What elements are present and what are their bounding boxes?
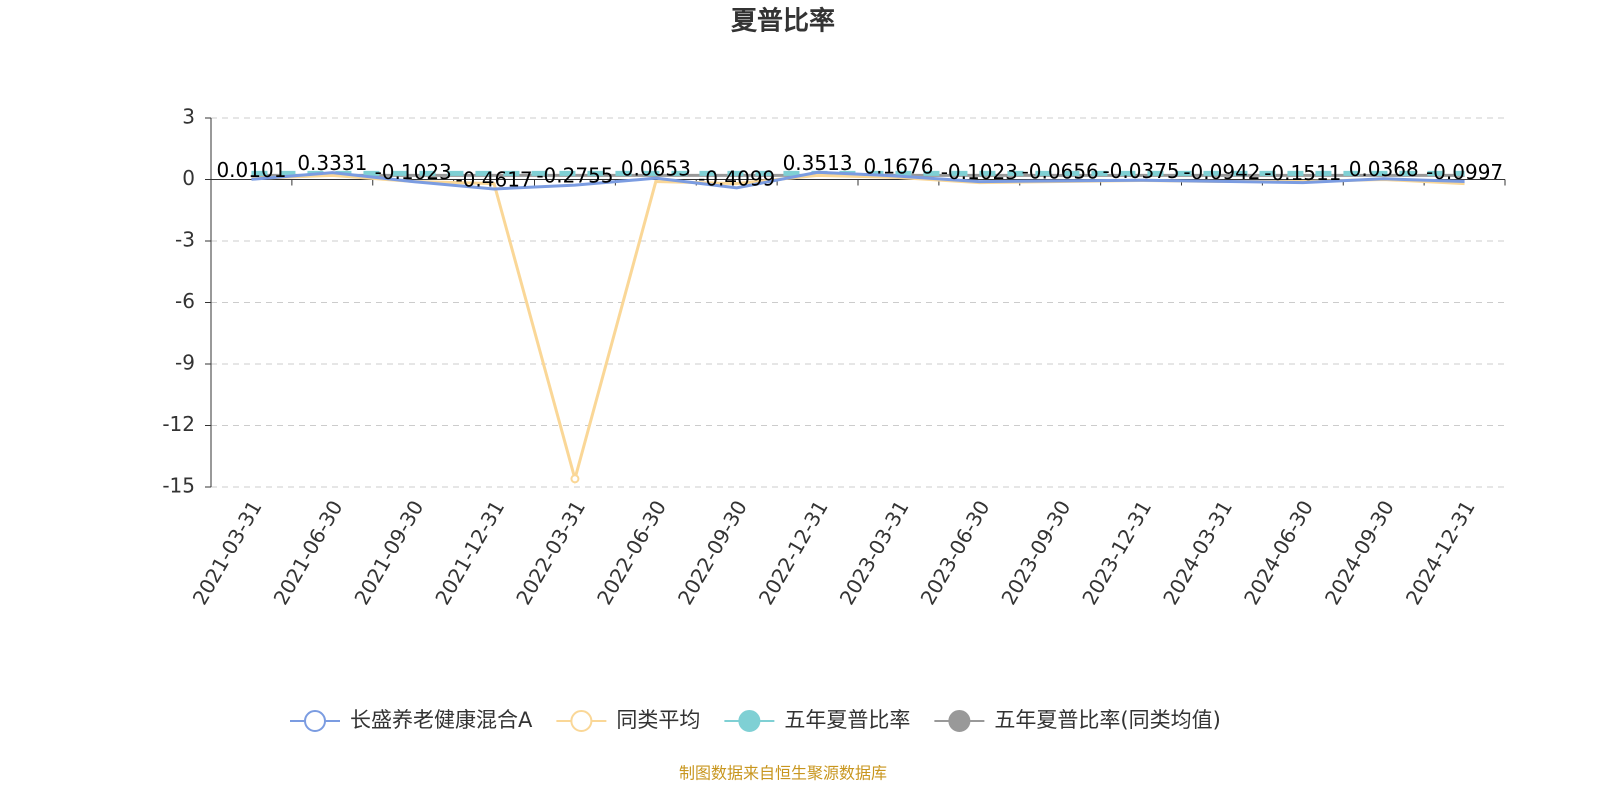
data-label: -0.0942 (1183, 160, 1260, 184)
x-tick-label: 2023-09-30 (996, 496, 1075, 609)
y-tick-label: -6 (175, 289, 195, 313)
x-tick-label: 2022-03-31 (511, 496, 590, 609)
data-label: 0.0101 (216, 158, 286, 182)
x-tick-label: 2021-03-31 (188, 496, 267, 609)
legend-symbol (570, 710, 593, 732)
data-label: -0.1023 (375, 160, 452, 184)
x-tick-label: 2024-06-30 (1239, 496, 1318, 609)
data-label: -0.0656 (1022, 159, 1099, 183)
x-tick-label: 2021-12-31 (430, 496, 509, 609)
series-line (251, 173, 1465, 485)
x-tick-label: 2022-06-30 (592, 496, 671, 609)
data-label: -0.2755 (536, 164, 613, 188)
legend-label: 五年夏普比率(同类均值) (994, 708, 1220, 732)
legend-symbol (304, 710, 326, 732)
chart-title: 夏普比率 (731, 6, 835, 37)
legend-symbol (738, 710, 761, 732)
y-tick-label: 0 (182, 166, 195, 190)
y-tick-label: 3 (182, 105, 195, 129)
data-label: -0.4099 (698, 166, 775, 190)
x-tick-label: 2023-12-31 (1077, 496, 1156, 609)
y-tick-label: -15 (162, 474, 195, 498)
series-line (251, 170, 1465, 191)
legend-label: 五年夏普比率 (784, 708, 910, 732)
x-tick-label: 2024-09-30 (1320, 496, 1399, 609)
data-label: 0.3331 (297, 151, 367, 175)
x-tick-label: 2023-06-30 (916, 496, 995, 609)
data-label: -0.0375 (1102, 159, 1179, 183)
legend-item: 同类平均 (556, 708, 700, 732)
data-label: -0.1023 (941, 160, 1018, 184)
data-label: -0.0997 (1426, 160, 1503, 184)
legend-item: 长盛养老健康混合A (290, 708, 533, 732)
x-tick-label: 2024-03-31 (1158, 496, 1237, 609)
legend-symbol (948, 710, 971, 732)
point-marker (570, 474, 580, 484)
data-label: 0.3513 (783, 151, 853, 175)
legend-label: 同类平均 (616, 708, 700, 732)
x-tick-label: 2021-06-30 (269, 496, 348, 609)
source-note: 制图数据来自恒生聚源数据库 (679, 764, 887, 783)
legend-item: 五年夏普比率(同类均值) (934, 708, 1221, 732)
x-tick-label: 2022-09-30 (673, 496, 752, 609)
data-label: -0.4617 (455, 167, 532, 191)
legend-label: 长盛养老健康混合A (350, 708, 533, 732)
data-label: 0.0653 (621, 157, 691, 181)
x-tick-label: 2022-12-31 (754, 496, 833, 609)
data-label: 0.1676 (863, 155, 933, 179)
x-tick-label: 2024-12-31 (1401, 496, 1480, 609)
y-tick-label: -9 (175, 351, 195, 375)
legend-item: 五年夏普比率 (724, 708, 910, 732)
data-label: 0.0368 (1349, 157, 1419, 181)
data-label: -0.1511 (1264, 161, 1341, 185)
x-tick-label: 2021-09-30 (349, 496, 428, 609)
x-tick-label: 2023-03-31 (835, 496, 914, 609)
y-tick-label: -12 (162, 412, 195, 436)
y-tick-label: -3 (175, 228, 195, 252)
